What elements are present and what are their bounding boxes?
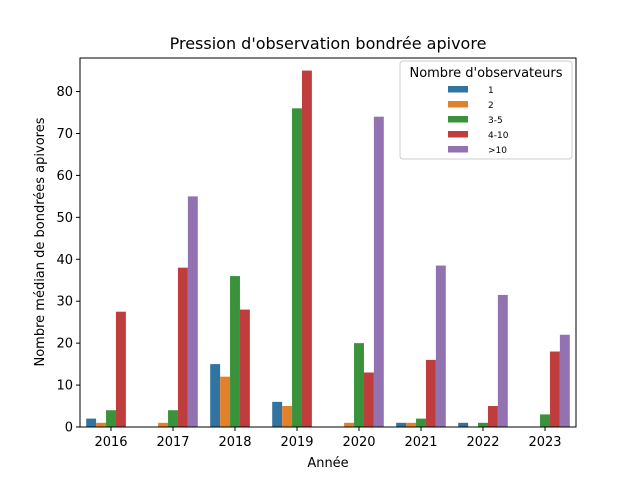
y-tick-label: 20: [56, 337, 73, 352]
y-tick-label: 10: [56, 379, 73, 394]
x-axis-label: Année: [307, 456, 348, 471]
x-tick-label: 2022: [466, 435, 499, 450]
legend-swatch: [448, 101, 468, 108]
bar-2018-series-2: [230, 276, 240, 427]
x-tick-label: 2018: [218, 435, 251, 450]
bar-2018-series-1: [220, 376, 231, 427]
x-tick-label: 2023: [528, 435, 561, 450]
bar-2019-series-1: [282, 406, 293, 427]
y-axis: 0 10 20 30 40 50 60 70 80: [56, 85, 80, 436]
y-tick-label: 70: [56, 127, 73, 142]
bar-2020-series-2: [354, 343, 364, 427]
bar-2016-series-3: [115, 311, 126, 427]
bar-2021-series-2: [416, 418, 426, 427]
legend-swatch: [448, 116, 468, 123]
x-tick-label: 2019: [280, 435, 313, 450]
bar-2020-series-4: [373, 116, 384, 427]
y-tick-label: 50: [56, 211, 73, 226]
bar-2018-series-0: [210, 364, 221, 427]
bar-2021-series-3: [425, 359, 436, 427]
legend-swatch: [448, 146, 468, 153]
bar-2021-series-4: [435, 265, 446, 427]
x-axis: 2016 2017 2018 2019 2020 2021 2022 2023: [94, 427, 562, 450]
legend-box: [399, 60, 573, 160]
y-tick-label: 30: [56, 295, 73, 310]
bar-2016-series-2: [106, 410, 116, 427]
bar-2016-series-1: [96, 422, 107, 427]
bar-2017-series-1: [158, 422, 169, 427]
bar-2019-series-3: [301, 70, 312, 427]
legend-swatch: [448, 131, 468, 138]
bar-2023-series-4: [559, 334, 570, 427]
legend-entry-label: 4-10: [488, 131, 509, 141]
y-tick-label: 0: [65, 421, 73, 436]
bar-2020-series-1: [344, 422, 355, 427]
bar-2017-series-4: [187, 196, 198, 428]
bar-2022-series-3: [487, 406, 498, 427]
bar-2023-series-2: [540, 414, 550, 427]
y-tick-label: 80: [56, 85, 73, 100]
bar-2016-series-0: [86, 418, 97, 427]
bar-2019-series-0: [272, 401, 283, 427]
legend-title: Nombre d'observateurs: [409, 66, 562, 81]
plot-frame: [79, 57, 577, 428]
bar-2018-series-3: [239, 309, 250, 427]
y-tick-label: 60: [56, 169, 73, 184]
legend-swatch: [448, 86, 468, 93]
y-tick-label: 40: [56, 253, 73, 268]
bar-2022-series-2: [478, 422, 488, 427]
legend-entry-label: 1: [488, 86, 494, 96]
bar-2023-series-3: [549, 351, 560, 427]
legend: Nombre d'observateurs 1 2 3-5 4-10 >10: [399, 60, 573, 160]
bars-layer: [86, 70, 570, 428]
x-tick-label: 2016: [94, 435, 127, 450]
legend-entry-label: 2: [488, 101, 494, 111]
x-tick-label: 2020: [342, 435, 375, 450]
x-tick-label: 2017: [156, 435, 189, 450]
bar-2021-series-0: [396, 422, 407, 427]
bar-2019-series-2: [292, 108, 302, 427]
x-tick-label: 2021: [404, 435, 437, 450]
legend-entry-label: >10: [488, 146, 507, 156]
bar-2017-series-2: [168, 410, 178, 427]
chart-title: Pression d'observation bondrée apivore: [170, 34, 487, 53]
legend-entry-label: 3-5: [488, 116, 503, 126]
y-axis-label: Nombre médian de bondrées apivores: [33, 117, 48, 366]
bar-2021-series-1: [406, 422, 417, 427]
bar-2017-series-3: [177, 267, 188, 427]
bar-2022-series-0: [458, 422, 469, 427]
bar-2020-series-3: [363, 372, 374, 427]
bar-2022-series-4: [497, 294, 508, 427]
